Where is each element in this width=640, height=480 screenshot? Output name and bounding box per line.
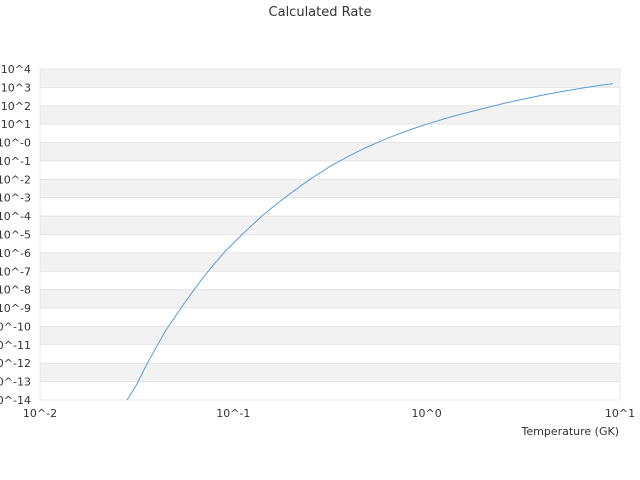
x-tick-label: 10^-2 [23,407,57,420]
grid-band [39,307,621,327]
grid-band [39,362,621,382]
y-tick-label: 10^1 [1,118,31,131]
y-tick-label: 10^-3 [0,192,31,205]
y-axis-ticks: 10^4 10^3 10^2 10^1 10^-0 10^-1 10^-2 10^-3 10^-… [0,63,31,407]
grid-band [39,252,621,272]
y-tick-label: 10^3 [1,81,31,94]
grid-band [39,270,621,290]
grid-band [39,123,621,143]
y-tick-label: 10^4 [1,63,31,76]
y-tick-label: 10^-14 [0,394,31,407]
grid-band [39,289,621,309]
series-layer [126,83,614,401]
grid-band [39,179,621,199]
grid-band [39,326,621,346]
y-tick-label: 10^-4 [0,210,31,223]
grid-band [39,234,621,254]
grid-band [39,142,621,162]
y-tick-label: 10^-6 [0,247,31,260]
y-tick-label: 10^-12 [0,357,31,370]
grid-band [39,160,621,180]
x-axis-ticks: 10^-2 10^-1 10^0 10^1 [23,407,635,420]
grid-band [39,344,621,364]
y-tick-label: 10^-5 [0,229,31,242]
x-axis-label: Temperature (GK) [521,425,620,438]
y-tick-label: 10^-7 [0,265,31,278]
x-tick-label: 10^-1 [216,407,250,420]
grid-band [39,105,621,125]
grid-band [39,87,621,107]
y-tick-label: 10^-0 [0,137,31,150]
grid-band [39,381,621,401]
x-tick-label: 10^0 [412,407,442,420]
rate-line [126,83,614,401]
grid-bands [39,68,621,401]
y-tick-label: 10^-2 [0,173,31,186]
y-tick-label: 10^-9 [0,302,31,315]
grid-band [39,215,621,235]
grid-band [39,197,621,217]
chart-title: Calculated Rate [269,5,372,20]
y-tick-label: 10^-8 [0,284,31,297]
x-tick-label: 10^1 [605,407,635,420]
grid-band [39,68,621,88]
y-tick-label: 10^-13 [0,376,31,389]
y-tick-label: 10^-10 [0,320,31,333]
y-tick-label: 10^2 [1,100,31,113]
y-tick-label: 10^-1 [0,155,31,168]
y-tick-label: 10^-11 [0,339,31,352]
